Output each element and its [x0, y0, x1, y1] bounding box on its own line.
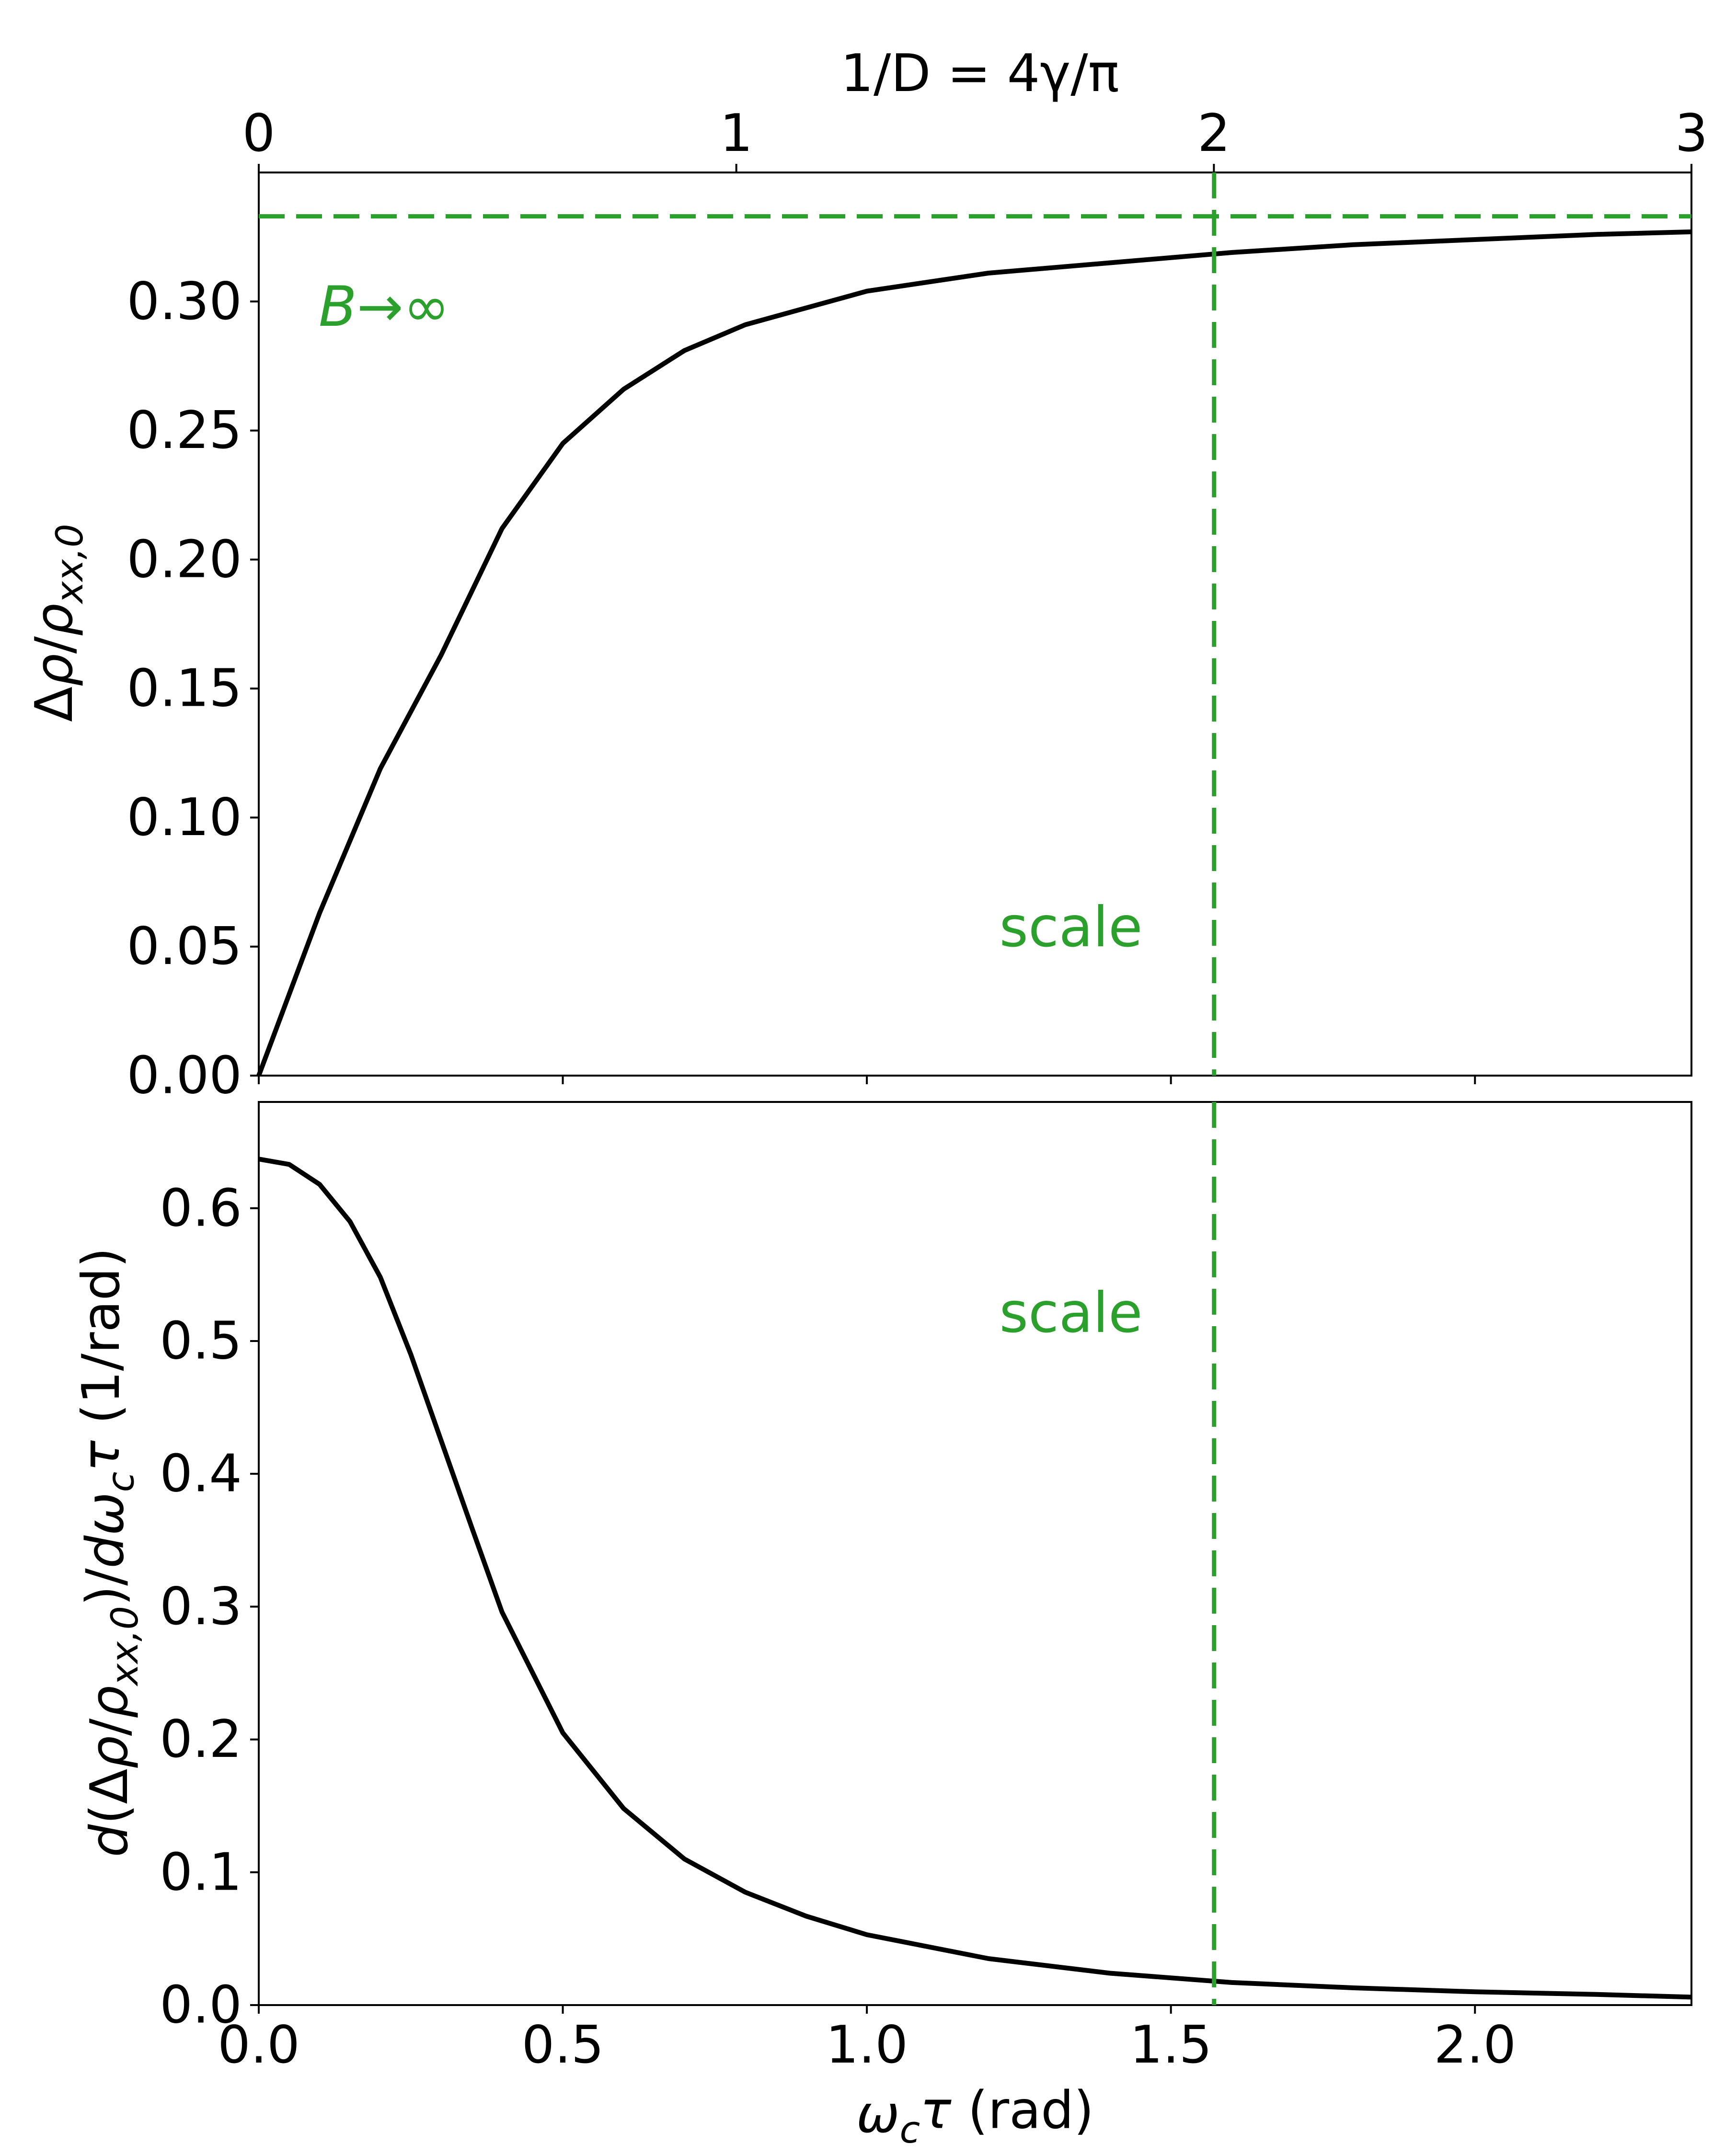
y-tick-label: 0.6 [160, 1178, 242, 1238]
scale-label: scale [1000, 1281, 1143, 1345]
scale-label: scale [1000, 895, 1143, 960]
y-axis-title: Δρ/ρxx,0 [24, 524, 92, 722]
x-tick-label: 1.5 [1130, 2015, 1212, 2075]
bottom-panel: 0.0 0.1 0.2 0.3 0.4 0.5 0.6 0.0 0.5 1.0 1.5 2.0 scal… [71, 1101, 1692, 2152]
y-tick-label: 0.5 [160, 1311, 242, 1371]
top-tick-label: 0 [242, 103, 276, 163]
x-tick-label: 1.0 [826, 2015, 908, 2075]
top-panel: 0.00 0.05 0.10 0.15 0.20 0.25 0.30 0 1 2 3 1/D = 4γ… [24, 44, 1708, 1106]
y-tick-label: 0.3 [160, 1577, 242, 1637]
top-axis-title: 1/D = 4γ/π [840, 44, 1119, 103]
x-tick-label: 2.0 [1434, 2015, 1516, 2075]
asymptote-label: B→∞ [319, 275, 449, 339]
y-tick-label: 0.30 [127, 272, 242, 332]
x-axis-title: ωcτ (rad) [856, 2081, 1094, 2152]
plot-frame [258, 172, 1692, 1077]
y-tick-label: 0.4 [160, 1444, 242, 1504]
top-tick-label: 1 [720, 103, 753, 163]
y-tick-label: 0.25 [127, 401, 242, 460]
top-tick-label: 2 [1197, 103, 1230, 163]
x-tick-label: 0.5 [522, 2015, 604, 2075]
y-tick-label: 0.1 [160, 1842, 242, 1902]
y-tick-label: 0.10 [127, 788, 242, 848]
plot-frame [258, 1101, 1692, 2006]
y-tick-label: 0.00 [127, 1046, 242, 1106]
y-tick-label: 0.05 [127, 917, 242, 976]
y-tick-label: 0.15 [127, 659, 242, 719]
y-tick-label: 0.2 [160, 1709, 242, 1769]
top-tick-label: 3 [1675, 103, 1708, 163]
y-axis-title: d(Δρ/ρxx,0)/dωcτ (1/rad) [71, 1248, 147, 1857]
data-line [256, 229, 1692, 1077]
y-tick-label: 0.20 [127, 529, 242, 589]
data-line [258, 1157, 1692, 2000]
x-tick-label: 0.0 [218, 2015, 300, 2075]
y-tick-label: 0.0 [160, 1975, 242, 2035]
